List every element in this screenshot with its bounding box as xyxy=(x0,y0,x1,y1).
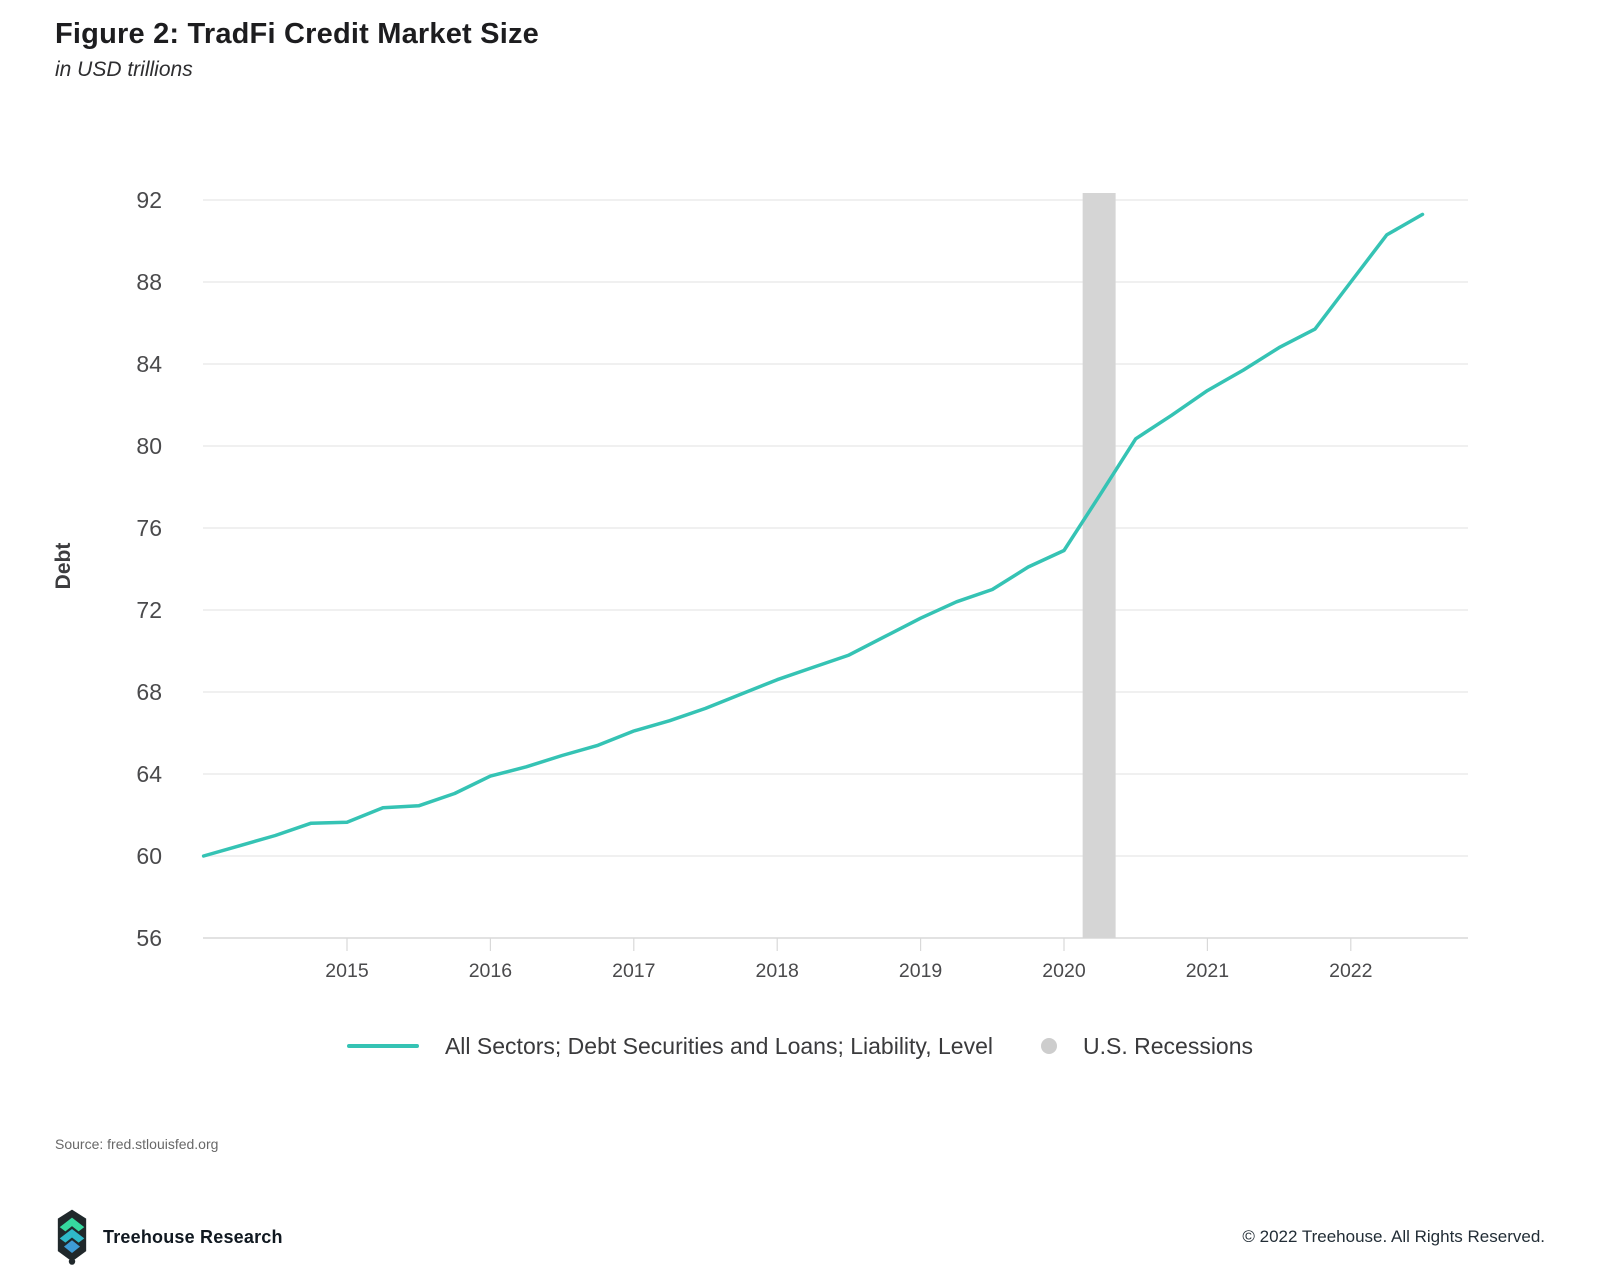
treehouse-logo-icon xyxy=(57,1209,87,1265)
series-line-swatch xyxy=(346,1044,419,1048)
chart-legend: All Sectors; Debt Securities and Loans; … xyxy=(0,1028,1600,1064)
x-tick-label-2021: 2021 xyxy=(1186,960,1229,982)
y-tick-label-68: 68 xyxy=(136,679,162,705)
x-tick-label-2018: 2018 xyxy=(756,960,799,982)
recession-band xyxy=(1082,193,1116,938)
x-tick-label-2015: 2015 xyxy=(325,960,369,982)
recession-dot-icon xyxy=(1041,1038,1057,1054)
legend-item-recessions: U.S. Recessions xyxy=(1041,1033,1253,1060)
y-axis-title: Debt xyxy=(52,543,75,590)
copyright-text: © 2022 Treehouse. All Rights Reserved. xyxy=(1242,1227,1545,1246)
debt-series-line xyxy=(201,212,1425,858)
y-tick-label-56: 56 xyxy=(136,925,162,951)
x-tick-label-2022: 2022 xyxy=(1329,960,1372,982)
x-tick-label-2017: 2017 xyxy=(612,960,655,982)
y-tick-label-88: 88 xyxy=(136,269,162,295)
y-tick-label-72: 72 xyxy=(136,597,162,623)
source-note: Source: fred.stlouisfed.org xyxy=(55,1136,219,1152)
legend-item-series: All Sectors; Debt Securities and Loans; … xyxy=(346,1032,993,1060)
x-tick-label-2020: 2020 xyxy=(1042,960,1086,982)
series-legend-label: All Sectors; Debt Securities and Loans; … xyxy=(444,1032,993,1059)
brand-group: Treehouse Research xyxy=(55,1208,283,1266)
recession-legend-label: U.S. Recessions xyxy=(1083,1032,1254,1059)
y-tick-label-92: 92 xyxy=(136,187,162,213)
figure-subtitle: in USD trillions xyxy=(55,58,193,81)
x-tick-label-2019: 2019 xyxy=(899,960,942,982)
y-tick-label-64: 64 xyxy=(136,761,162,787)
figure-title: Figure 2: TradFi Credit Market Size xyxy=(55,18,539,50)
x-tick-label-2016: 2016 xyxy=(469,960,512,982)
brand-name: Treehouse Research xyxy=(103,1226,283,1247)
y-tick-label-84: 84 xyxy=(136,351,162,377)
y-tick-label-60: 60 xyxy=(136,843,162,869)
footer: Treehouse Research © 2022 Treehouse. All… xyxy=(55,1204,1545,1270)
y-tick-label-80: 80 xyxy=(136,433,162,459)
y-tick-label-76: 76 xyxy=(136,515,162,541)
